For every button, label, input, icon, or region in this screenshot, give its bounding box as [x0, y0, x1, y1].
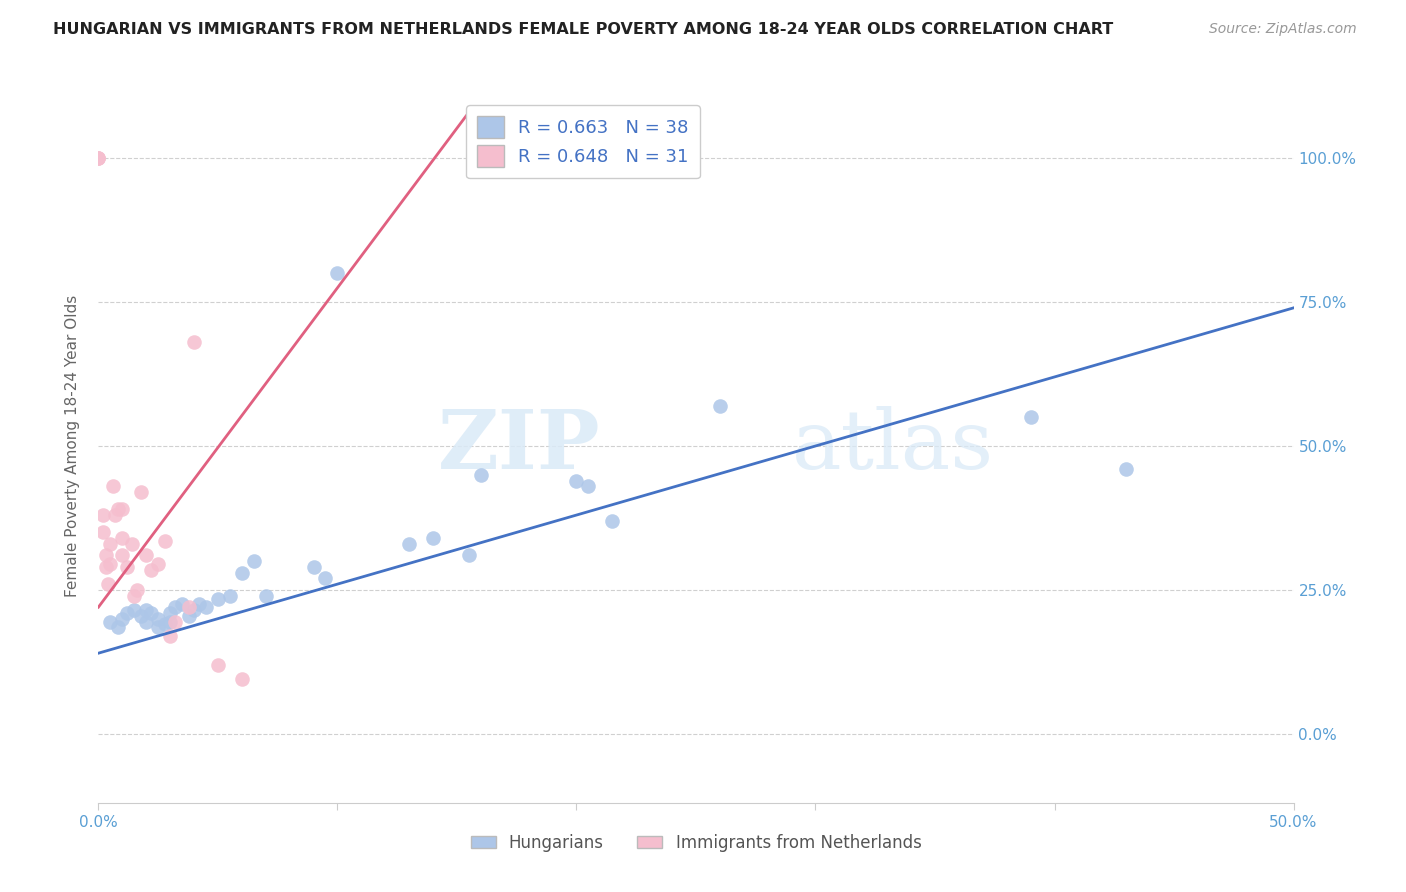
Point [111, 531, 134, 545]
Point [187, 597, 209, 611]
Point [578, 479, 600, 493]
Text: ZIP: ZIP [437, 406, 600, 486]
Point [422, 531, 444, 545]
Point [155, 533, 177, 548]
Point [87, 151, 110, 165]
Point [1115, 462, 1137, 476]
Point [231, 672, 253, 686]
Point [94, 549, 117, 563]
Point [565, 474, 588, 488]
Point [111, 549, 134, 563]
Point [87, 151, 110, 165]
Point [91, 508, 114, 522]
Point [163, 600, 186, 615]
Point [195, 600, 218, 615]
Point [111, 502, 134, 516]
Text: HUNGARIAN VS IMMIGRANTS FROM NETHERLANDS FEMALE POVERTY AMONG 18-24 YEAR OLDS CO: HUNGARIAN VS IMMIGRANTS FROM NETHERLANDS… [53, 22, 1114, 37]
Point [124, 589, 146, 603]
Legend: Hungarians, Immigrants from Netherlands: Hungarians, Immigrants from Netherlands [464, 828, 928, 859]
Point [87, 151, 110, 165]
Point [148, 612, 170, 626]
Point [104, 508, 127, 522]
Text: atlas: atlas [792, 406, 994, 486]
Point [155, 617, 177, 632]
Point [91, 525, 114, 540]
Point [135, 549, 157, 563]
Point [179, 600, 201, 615]
Point [107, 620, 129, 634]
Point [315, 571, 337, 585]
Point [131, 485, 153, 500]
Point [121, 537, 143, 551]
Point [602, 514, 624, 528]
Point [135, 603, 157, 617]
Point [125, 582, 148, 597]
Point [302, 559, 325, 574]
Point [98, 557, 122, 571]
Point [115, 606, 138, 620]
Point [135, 615, 157, 629]
Point [107, 502, 129, 516]
Point [111, 612, 134, 626]
Point [326, 266, 349, 280]
Point [207, 591, 229, 606]
Point [183, 335, 205, 350]
Point [101, 479, 124, 493]
Point [115, 559, 138, 574]
Point [131, 608, 153, 623]
Point [254, 589, 277, 603]
Point [98, 615, 122, 629]
Point [159, 629, 181, 643]
Point [163, 615, 186, 629]
Point [159, 615, 181, 629]
Point [148, 620, 170, 634]
Point [231, 566, 253, 580]
Point [1019, 410, 1042, 425]
Point [94, 559, 117, 574]
Point [148, 557, 170, 571]
Point [207, 657, 229, 672]
Point [159, 606, 181, 620]
Point [219, 589, 242, 603]
Point [179, 608, 201, 623]
Point [97, 577, 120, 591]
Point [709, 399, 731, 413]
Text: Source: ZipAtlas.com: Source: ZipAtlas.com [1209, 22, 1357, 37]
Point [139, 606, 162, 620]
Point [139, 563, 162, 577]
Point [398, 537, 420, 551]
Point [183, 603, 205, 617]
Point [470, 467, 492, 482]
Y-axis label: Female Poverty Among 18-24 Year Olds: Female Poverty Among 18-24 Year Olds [65, 295, 80, 597]
Point [124, 603, 146, 617]
Point [98, 537, 122, 551]
Point [458, 549, 481, 563]
Point [172, 597, 194, 611]
Point [243, 554, 266, 568]
